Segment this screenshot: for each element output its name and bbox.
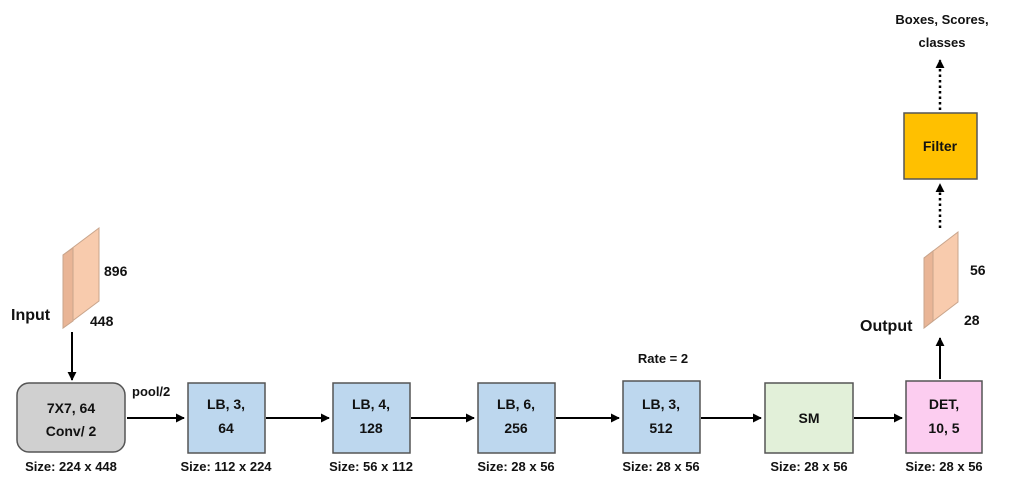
input-dim-top: 896 xyxy=(104,263,128,279)
lb-block-512 xyxy=(622,380,701,454)
output-dim-top: 56 xyxy=(970,262,986,278)
det-block-size: Size: 28 x 56 xyxy=(905,459,982,474)
lb-block-256 xyxy=(477,382,556,454)
output-slab-edge xyxy=(923,249,934,330)
input-dim-bottom: 448 xyxy=(90,313,114,329)
lb-block-128-line2: 128 xyxy=(359,420,383,436)
det-block xyxy=(905,380,983,454)
result-line1: Boxes, Scores, xyxy=(895,12,988,27)
output-label: Output xyxy=(860,318,913,335)
output-slab xyxy=(923,230,959,330)
lb-block-128-size: Size: 56 x 112 xyxy=(329,459,413,474)
filter-label: Filter xyxy=(923,138,958,154)
input-slab xyxy=(62,227,100,329)
lb-block-128-line1: LB, 4, xyxy=(352,396,390,412)
lb-block-512-size: Size: 28 x 56 xyxy=(622,459,699,474)
lb-block-512-line1: LB, 3, xyxy=(642,396,680,412)
lb-block-256-size: Size: 28 x 56 xyxy=(477,459,554,474)
conv-block xyxy=(16,382,126,453)
lb-block-64-line1: LB, 3, xyxy=(207,396,245,412)
pool-label: pool/2 xyxy=(132,384,170,399)
lb-block-256-line2: 256 xyxy=(504,420,528,436)
sm-block xyxy=(764,382,854,454)
output-dim-bottom: 28 xyxy=(964,312,980,328)
lb-block-256-line1: LB, 6, xyxy=(497,396,535,412)
lb-block-64-size: Size: 112 x 224 xyxy=(180,459,272,474)
sm-block-size: Size: 28 x 56 xyxy=(770,459,847,474)
lb-block-64 xyxy=(187,382,266,454)
det-block-line2: 10, 5 xyxy=(928,420,959,436)
sm-block-label: SM xyxy=(799,410,820,426)
det-block-line1: DET, xyxy=(929,396,959,412)
input-label: Input xyxy=(11,307,51,324)
lb-block-512-line2: 512 xyxy=(649,420,673,436)
lb-block-64-line2: 64 xyxy=(218,420,234,436)
lb-block-128 xyxy=(332,382,411,454)
result-line2: classes xyxy=(919,35,966,50)
filter-block xyxy=(903,112,978,180)
input-slab-edge xyxy=(62,247,74,329)
conv-block-line1: 7X7, 64 xyxy=(47,400,95,416)
rate-label: Rate = 2 xyxy=(638,351,688,366)
conv-block-line2: Conv/ 2 xyxy=(46,423,97,439)
conv-block-size: Size: 224 x 448 xyxy=(25,459,117,474)
